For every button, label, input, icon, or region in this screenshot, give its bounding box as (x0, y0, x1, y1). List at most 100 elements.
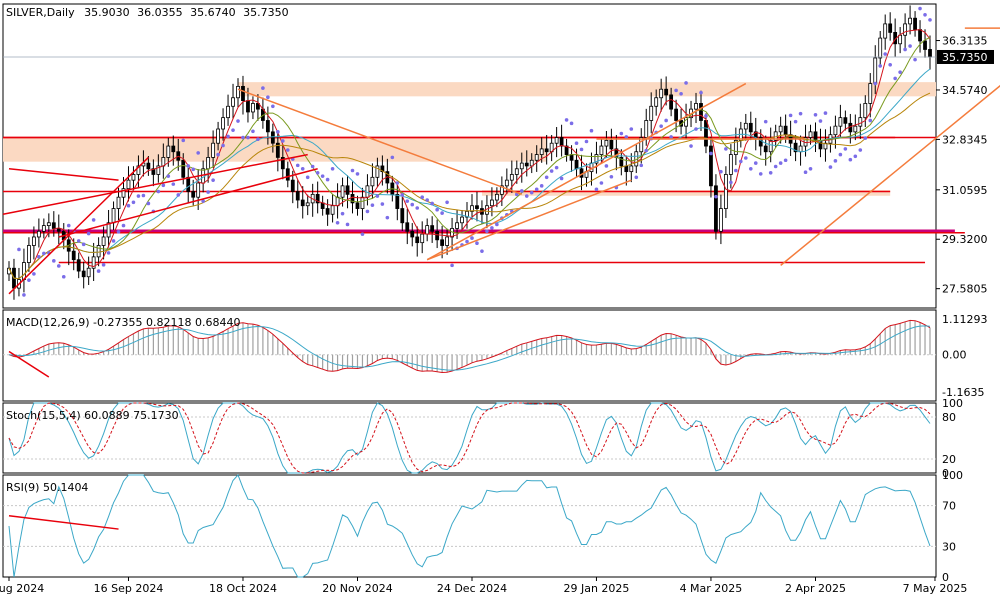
psar-dot (868, 118, 873, 123)
candle-body (81, 270, 86, 278)
psar-dot (634, 175, 639, 180)
chart-header: SILVER,Daily 35.9030 36.0355 35.6740 35.… (6, 6, 289, 19)
candle-body (355, 202, 360, 209)
candle-body (494, 193, 499, 201)
candle-body (280, 157, 285, 170)
psar-dot (604, 164, 609, 168)
psar-dot (793, 119, 798, 124)
candle-body (684, 117, 688, 127)
psar-dot (768, 170, 773, 175)
psar-dot (17, 247, 21, 252)
psar-dot (529, 190, 534, 195)
macd-tick-label: 0.00 (942, 349, 967, 362)
psar-dot (599, 181, 604, 185)
psar-dot (295, 163, 300, 168)
psar-dot (923, 12, 927, 17)
psar-dot (340, 211, 345, 216)
candle-body (838, 117, 843, 127)
candle-body (275, 142, 280, 158)
support-zone-0 (238, 82, 937, 97)
x-tick-label: 7 May 2025 (903, 582, 968, 595)
psar-dot (52, 259, 56, 263)
candle-body (27, 245, 31, 263)
candle-body (186, 176, 191, 192)
rsi-pane (3, 474, 936, 578)
trend-line-0 (8, 156, 149, 295)
candle-body (554, 137, 559, 144)
candle-body (918, 29, 922, 42)
candle-body (171, 145, 176, 153)
psar-dot (226, 134, 230, 139)
stoch-tick-label: 100 (942, 397, 963, 410)
candle-body (325, 208, 330, 215)
candle-body (475, 205, 479, 209)
psar-dot (893, 76, 897, 81)
psar-dot (37, 255, 41, 259)
candle-body (644, 120, 649, 138)
candle-body (86, 267, 91, 278)
psar-dot (161, 183, 166, 188)
candle-body (514, 168, 519, 175)
psar-dot (251, 129, 255, 134)
candle-body (619, 157, 624, 167)
psar-dot (261, 86, 265, 90)
psar-dot (490, 226, 494, 230)
candle-body (624, 165, 629, 173)
candle-body (649, 105, 654, 121)
psar-dot (828, 165, 833, 169)
candle-body (91, 256, 96, 269)
psar-dot (330, 166, 335, 171)
psar-dot (191, 167, 195, 172)
psar-dot (843, 147, 848, 151)
psar-dot (56, 264, 61, 268)
candle-body (211, 142, 216, 158)
psar-dot (106, 251, 111, 255)
candle-body (763, 145, 768, 153)
psar-dot (773, 164, 778, 169)
candle-body (719, 208, 723, 232)
axis-layer: 35.7350 36.3135 34.5740 32.8345 31.0595 29.32… (0, 35, 994, 595)
candle-body (699, 103, 703, 121)
psar-dot (365, 209, 370, 214)
candle-body (778, 125, 783, 133)
candle-body (564, 145, 569, 155)
psar-dot (355, 172, 360, 176)
candle-body (206, 157, 211, 170)
candle-body (56, 228, 61, 232)
psar-dot (823, 111, 828, 115)
psar-dot (480, 249, 484, 253)
candle-body (375, 165, 380, 178)
candle-body (410, 230, 415, 238)
candle-body (898, 34, 903, 45)
candle-body (873, 57, 878, 84)
stoch-pane (3, 402, 936, 474)
price-tick-label: 27.5805 (942, 283, 988, 296)
psar-dot (778, 161, 783, 165)
psar-dot (853, 154, 858, 159)
candle-body (196, 182, 201, 198)
psar-dot (305, 175, 310, 180)
psar-dot (729, 180, 733, 185)
psar-dot (624, 135, 629, 139)
candle-body (733, 139, 738, 155)
psar-dot (609, 174, 614, 179)
candle-body (360, 196, 365, 209)
price-pane (2, 5, 1000, 300)
candle-body (868, 83, 873, 104)
candle-body (246, 100, 250, 113)
psar-dot (276, 130, 280, 134)
psar-dot (619, 131, 624, 136)
rsi-tick-label: 0 (942, 571, 949, 584)
psar-dot (360, 232, 365, 236)
candle-body (833, 125, 838, 136)
psar-dot (928, 18, 932, 22)
psar-dot (271, 104, 275, 109)
psar-dot (42, 251, 46, 256)
candle-body (858, 117, 863, 127)
psar-dot (395, 181, 400, 185)
psar-dot (141, 193, 146, 198)
psar-dot (101, 263, 106, 267)
psar-dot (350, 168, 355, 173)
psar-dot (748, 166, 753, 171)
